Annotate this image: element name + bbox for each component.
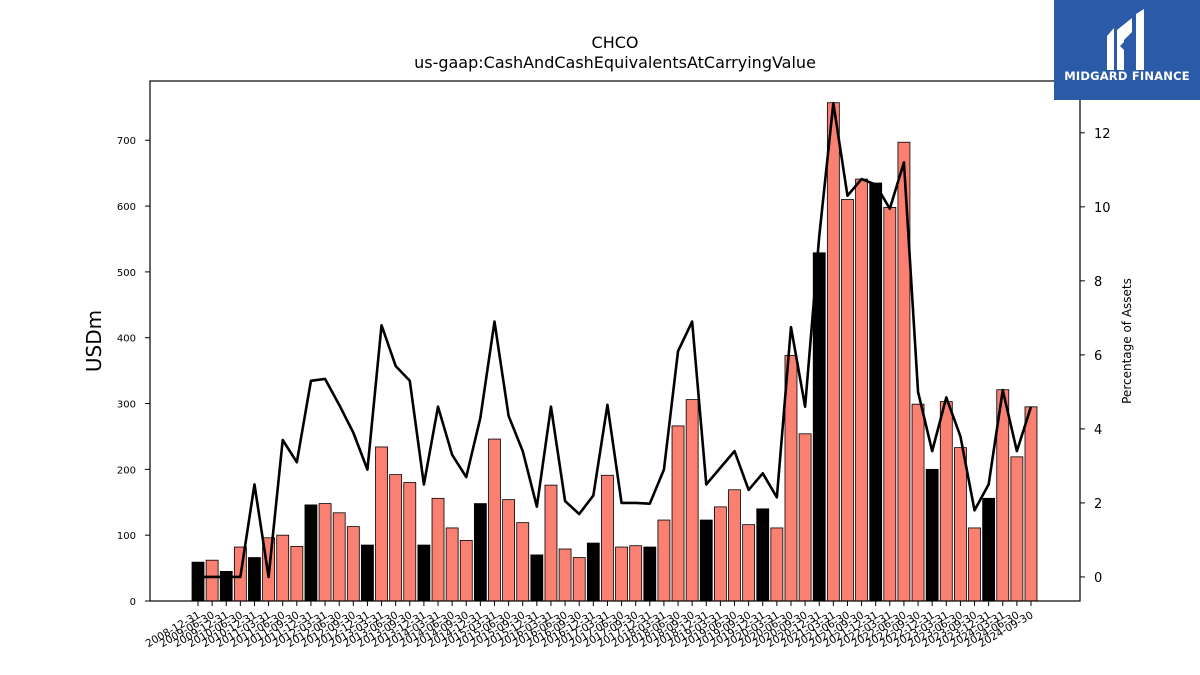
brand-name: MIDGARD FINANCE <box>1064 69 1190 83</box>
bar-2012-03-31 <box>318 503 332 602</box>
plot-frame <box>149 80 1081 602</box>
y2-tick-label: 8 <box>1094 275 1102 290</box>
chart-subtitle: us-gaap:CashAndCashEquivalentsAtCarrying… <box>414 53 816 72</box>
bar-2018-09-30 <box>685 399 699 602</box>
bar-2023-09-30 <box>968 527 981 602</box>
bar-2023-03-31 <box>939 401 953 602</box>
y2-tick-label: 10 <box>1094 201 1111 216</box>
bar-2015-09-30 <box>516 522 530 602</box>
bar-2013-06-30 <box>389 474 403 602</box>
bar-2011-06-30 <box>276 534 290 602</box>
bar-2020-09-30 <box>798 433 812 602</box>
bar-2015-06-30 <box>502 499 516 602</box>
bar-2020-12-31 <box>812 252 826 602</box>
y2-tick-label: 6 <box>1094 349 1102 364</box>
percentage-line <box>198 101 1033 579</box>
brand-logo: MIDGARD FINANCE <box>1054 0 1200 100</box>
bar-2017-09-30 <box>629 545 643 602</box>
bar-2023-06-30 <box>954 447 967 602</box>
y-tick-label: 600 <box>117 202 136 213</box>
y-tick-label: 700 <box>117 136 136 147</box>
bar-2012-09-30 <box>346 526 360 602</box>
bar-2018-12-31 <box>699 519 713 602</box>
bar-2017-12-31 <box>643 546 657 602</box>
bar-2013-03-31 <box>375 446 388 602</box>
bar-2018-06-30 <box>671 425 685 602</box>
bar-2020-03-31 <box>770 527 784 602</box>
bar-2021-03-31 <box>826 102 840 602</box>
bar-2014-06-30 <box>445 527 459 602</box>
bar-2019-03-31 <box>713 506 727 602</box>
chart-title: CHCO <box>592 33 639 52</box>
bar-2011-12-31 <box>304 504 318 602</box>
y-tick-label: 300 <box>117 400 136 411</box>
bar-2024-09-30 <box>1024 406 1038 602</box>
bar-2014-09-30 <box>459 540 473 602</box>
bar-2022-03-31 <box>883 206 897 602</box>
y2-tick-label: 0 <box>1094 571 1102 586</box>
y2-tick-label: 4 <box>1094 423 1102 438</box>
y-axis-label: USDm <box>82 310 106 372</box>
bar-2013-09-30 <box>403 482 417 602</box>
bar-2018-03-31 <box>657 519 671 602</box>
bar-2022-12-31 <box>925 468 939 602</box>
bar-2017-06-30 <box>615 546 628 602</box>
bar-2023-12-31 <box>982 497 996 602</box>
bar-2019-12-31 <box>756 508 770 602</box>
bar-2021-06-30 <box>841 199 854 602</box>
bar-2019-09-30 <box>742 524 756 602</box>
bar-2016-03-31 <box>544 484 558 602</box>
bars-group <box>191 102 1038 602</box>
bar-2022-09-30 <box>911 403 925 602</box>
bar-2015-12-31 <box>530 554 544 602</box>
bar-2014-12-31 <box>473 503 487 602</box>
bar-2009-06-30 <box>205 559 219 602</box>
y-tick-label: 200 <box>117 465 136 476</box>
bar-2017-03-31 <box>601 474 614 602</box>
bar-2016-09-30 <box>572 557 586 602</box>
y2-tick-label: 2 <box>1094 497 1102 512</box>
y-tick-label: 500 <box>117 268 136 279</box>
bar-2014-03-31 <box>431 497 445 602</box>
line-group <box>198 101 1033 579</box>
bar-2016-06-30 <box>558 548 572 602</box>
y-tick-label: 400 <box>117 334 136 345</box>
bar-2012-12-31 <box>361 544 374 602</box>
y-tick-label: 100 <box>117 531 136 542</box>
bar-2015-03-31 <box>488 438 501 602</box>
bar-2024-06-30 <box>1010 456 1024 602</box>
y2-tick-label: 12 <box>1094 127 1111 142</box>
bar-2021-09-30 <box>855 178 868 602</box>
bar-2010-12-31 <box>248 557 261 602</box>
bar-2016-12-31 <box>586 542 600 602</box>
bar-2019-06-30 <box>728 489 741 602</box>
y-tick-label: 0 <box>130 597 136 608</box>
bar-2008-12-31 <box>191 561 205 602</box>
bar-2021-12-31 <box>869 182 883 602</box>
y2-axis-label: Percentage of Assets <box>1120 278 1134 404</box>
bar-2012-06-30 <box>332 512 346 602</box>
bar-2011-09-30 <box>290 545 304 602</box>
midgard-logo-icon <box>1107 9 1144 70</box>
axes-group: 01002003004005006007000246810122008-12-3… <box>117 80 1111 650</box>
bar-2013-12-31 <box>417 544 431 602</box>
